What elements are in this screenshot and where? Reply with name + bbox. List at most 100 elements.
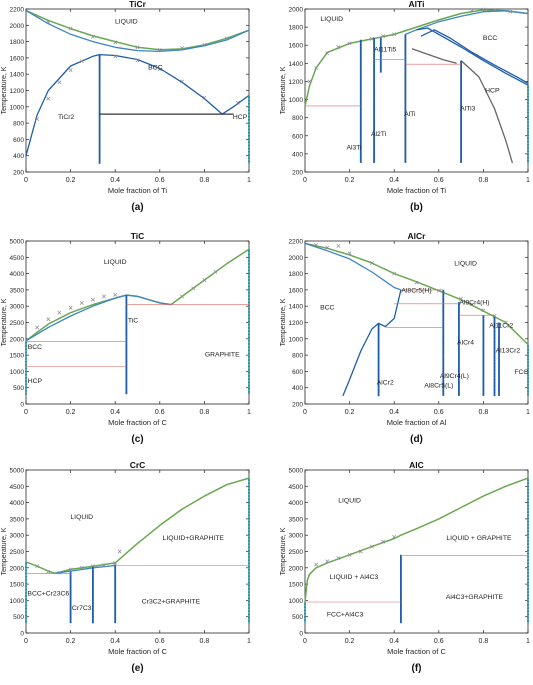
- data-point: [442, 300, 445, 303]
- data-point: [359, 108, 362, 110]
- data-point: [114, 600, 117, 603]
- data-point: [460, 141, 462, 144]
- data-point: [359, 111, 362, 114]
- data-point: [248, 157, 250, 160]
- data-point: [379, 48, 382, 51]
- data-point: [377, 327, 380, 330]
- data-point: [442, 351, 445, 354]
- y-tick-label: 2000: [289, 7, 304, 14]
- data-point: [25, 598, 27, 601]
- data-point: [248, 109, 250, 112]
- data-point: [379, 39, 382, 41]
- data-point: [125, 334, 128, 337]
- experimental-point: [202, 95, 207, 100]
- data-point: [69, 617, 72, 620]
- data-point: [248, 520, 250, 523]
- data-point: [248, 578, 250, 581]
- y-tick-label: 2500: [10, 549, 25, 556]
- data-point: [527, 358, 529, 361]
- data-point: [457, 392, 460, 395]
- experimental-point: [202, 42, 207, 47]
- data-point: [248, 565, 250, 568]
- y-tick-label: 1000: [289, 97, 304, 104]
- data-point: [248, 323, 250, 326]
- data-point: [248, 381, 250, 384]
- experimental-point: [46, 20, 51, 24]
- data-point: [248, 362, 250, 365]
- data-point: [373, 112, 376, 115]
- data-point: [25, 614, 27, 617]
- x-tick-label: 0: [303, 638, 307, 645]
- data-point: [399, 584, 402, 587]
- data-point: [399, 571, 402, 574]
- data-point: [527, 387, 529, 390]
- experimental-point: [481, 7, 486, 12]
- phase-annotation: HCP: [28, 378, 43, 385]
- data-point: [92, 570, 94, 573]
- panel-label: (e): [131, 663, 143, 674]
- data-point: [442, 316, 445, 319]
- data-point: [248, 125, 250, 128]
- data-point: [25, 386, 27, 389]
- phase-annotation: LIQUID: [115, 19, 138, 26]
- data-point: [404, 38, 407, 41]
- y-tick-label: 2000: [289, 255, 304, 262]
- data-point: [373, 106, 376, 109]
- data-point: [248, 508, 250, 510]
- data-point: [98, 90, 101, 93]
- data-point: [527, 374, 529, 377]
- data-point: [248, 375, 250, 377]
- data-point: [373, 67, 376, 70]
- data-point: [114, 613, 117, 616]
- x-tick-label: 0: [303, 409, 307, 416]
- data-point: [373, 135, 376, 137]
- data-point: [248, 263, 250, 265]
- data-point: [527, 482, 529, 485]
- data-point: [25, 354, 27, 357]
- y-tick-label: 1200: [289, 79, 304, 86]
- data-point: [527, 543, 529, 546]
- data-point: [527, 368, 529, 370]
- data-point: [527, 352, 529, 354]
- data-point: [125, 392, 128, 395]
- data-point: [527, 604, 529, 606]
- data-point: [498, 381, 500, 383]
- data-point: [457, 360, 460, 363]
- data-point: [457, 351, 460, 354]
- data-point: [248, 106, 250, 108]
- y-tick-label: 3000: [10, 533, 25, 540]
- data-point: [248, 588, 250, 590]
- data-point: [248, 514, 250, 517]
- data-point: [125, 309, 128, 311]
- data-point: [248, 279, 250, 281]
- data-point: [248, 301, 250, 304]
- experimental-point: [392, 32, 397, 37]
- x-tick-label: 1: [247, 638, 251, 645]
- experimental-point: [46, 569, 51, 574]
- y-tick-label: 1000: [289, 598, 304, 605]
- y-tick-label: 0: [299, 631, 303, 638]
- data-point: [404, 157, 407, 159]
- experimental-point: [135, 45, 140, 50]
- data-point: [442, 342, 445, 344]
- data-point: [527, 98, 529, 101]
- y-tick-label: 200: [292, 402, 303, 409]
- phase-annotation: Al11Ti5: [374, 47, 397, 54]
- y-tick-label: 500: [13, 385, 24, 392]
- experimental-point: [135, 58, 140, 63]
- data-point: [493, 317, 496, 320]
- experimental-point: [35, 564, 40, 569]
- data-point: [527, 102, 529, 104]
- y-tick-label: 1200: [10, 88, 25, 95]
- data-point: [493, 340, 496, 343]
- x-axis-label: Mole fraction of C: [108, 647, 167, 656]
- data-point: [460, 74, 462, 77]
- data-point: [248, 597, 250, 600]
- data-point: [498, 368, 500, 371]
- data-point: [493, 385, 496, 387]
- data-point: [377, 350, 380, 352]
- data-point: [527, 495, 529, 498]
- data-point: [493, 381, 496, 384]
- data-point: [377, 375, 380, 378]
- data-point: [493, 343, 496, 346]
